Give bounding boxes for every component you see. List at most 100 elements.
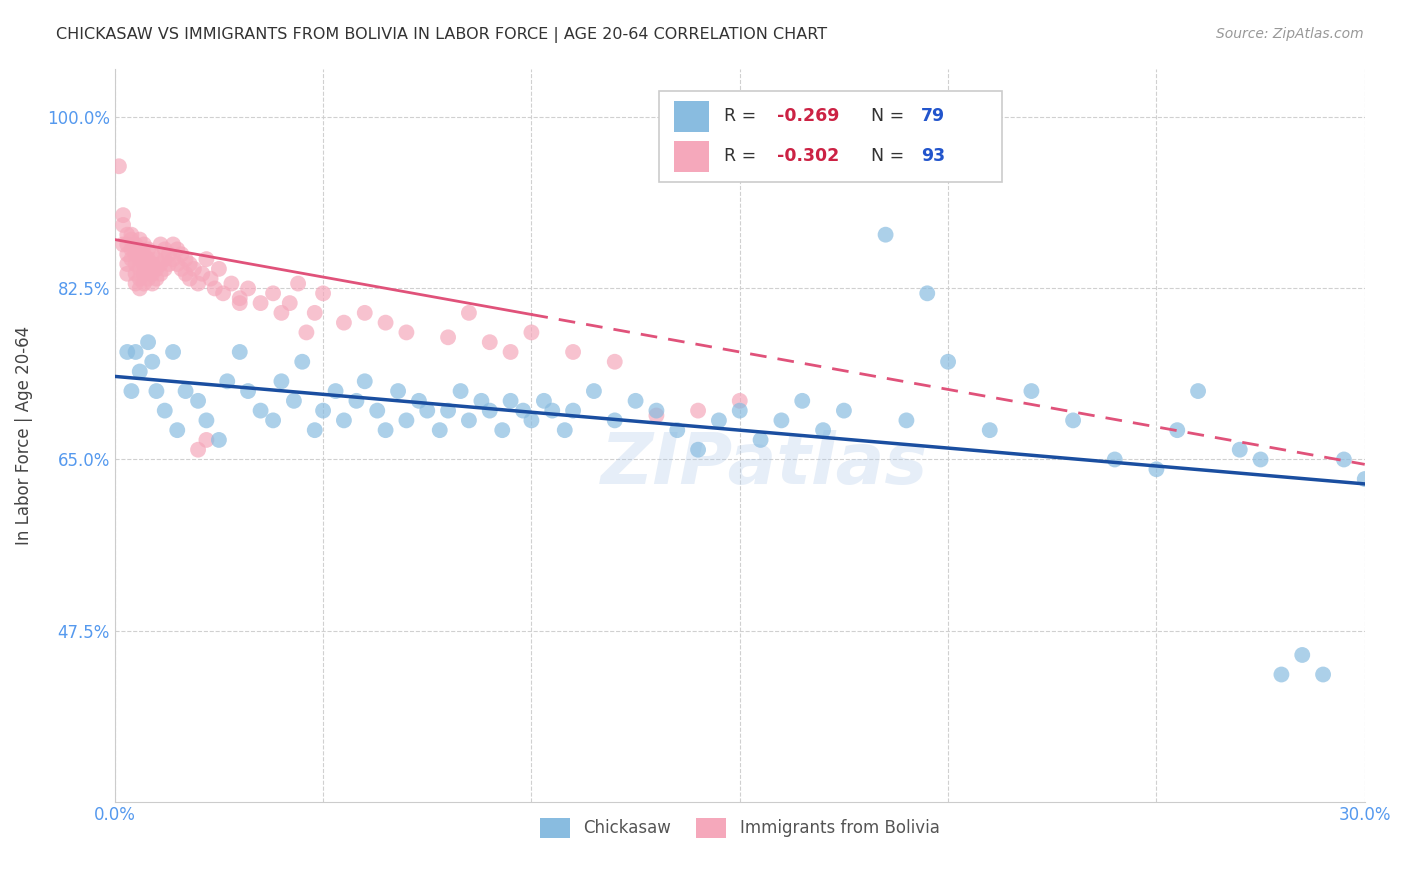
Point xyxy=(141,247,163,261)
Point xyxy=(1062,413,1084,427)
Point xyxy=(262,286,284,301)
Point xyxy=(387,384,409,398)
Point xyxy=(1270,667,1292,681)
Point xyxy=(236,281,259,295)
Point xyxy=(249,403,271,417)
Point xyxy=(145,261,167,276)
Point xyxy=(120,227,142,242)
Point xyxy=(120,252,142,266)
Point xyxy=(117,227,139,242)
Point xyxy=(533,393,555,408)
Point xyxy=(162,252,184,266)
Point xyxy=(141,267,163,281)
Point xyxy=(304,306,326,320)
Point xyxy=(270,374,292,388)
Point xyxy=(408,393,430,408)
Point xyxy=(195,252,218,266)
Point xyxy=(136,243,159,257)
Point xyxy=(416,403,439,417)
Point xyxy=(236,384,259,398)
Point xyxy=(295,326,318,340)
Text: 79: 79 xyxy=(921,107,945,125)
Point xyxy=(437,403,460,417)
Point xyxy=(249,296,271,310)
Point xyxy=(217,374,239,388)
Point xyxy=(1144,462,1167,476)
Point xyxy=(149,237,172,252)
Point xyxy=(195,413,218,427)
Point xyxy=(1333,452,1355,467)
Point xyxy=(541,403,564,417)
Point xyxy=(149,257,172,271)
Point xyxy=(429,423,451,437)
Point xyxy=(478,335,501,350)
Text: -0.302: -0.302 xyxy=(778,147,839,166)
Point xyxy=(478,403,501,417)
Point xyxy=(124,237,146,252)
Point xyxy=(112,218,135,232)
Point xyxy=(157,247,180,261)
Point xyxy=(170,261,193,276)
Point xyxy=(112,237,135,252)
Point xyxy=(325,384,347,398)
Text: ZIPatlas: ZIPatlas xyxy=(600,430,928,499)
Point xyxy=(287,277,309,291)
FancyBboxPatch shape xyxy=(658,90,1002,182)
Point xyxy=(603,355,626,369)
Point xyxy=(333,316,356,330)
Point xyxy=(915,286,938,301)
Point xyxy=(153,403,176,417)
Point xyxy=(1229,442,1251,457)
Point xyxy=(187,393,209,408)
Point xyxy=(149,267,172,281)
Point xyxy=(792,393,814,408)
Point xyxy=(166,423,188,437)
Point xyxy=(688,442,710,457)
Point xyxy=(200,271,222,285)
Point xyxy=(124,247,146,261)
Point xyxy=(157,257,180,271)
Point xyxy=(936,355,959,369)
Point xyxy=(512,403,534,417)
Text: R =: R = xyxy=(724,147,761,166)
Point xyxy=(132,257,155,271)
Point xyxy=(166,257,188,271)
Point xyxy=(120,243,142,257)
Point xyxy=(554,423,576,437)
Point xyxy=(688,403,710,417)
FancyBboxPatch shape xyxy=(673,141,709,172)
Point xyxy=(212,286,235,301)
Point xyxy=(562,403,585,417)
Point xyxy=(304,423,326,437)
Point xyxy=(141,277,163,291)
Point xyxy=(312,403,335,417)
Point xyxy=(811,423,834,437)
Point xyxy=(437,330,460,344)
Y-axis label: In Labor Force | Age 20-64: In Labor Force | Age 20-64 xyxy=(15,326,32,545)
FancyBboxPatch shape xyxy=(673,101,709,131)
Point xyxy=(120,384,142,398)
Point xyxy=(283,393,305,408)
Point xyxy=(270,306,292,320)
Point xyxy=(875,227,897,242)
Text: N =: N = xyxy=(870,147,910,166)
Point xyxy=(770,413,793,427)
Point xyxy=(128,243,150,257)
Point xyxy=(666,423,689,437)
Point xyxy=(450,384,472,398)
Point xyxy=(728,403,751,417)
Point xyxy=(187,277,209,291)
Text: CHICKASAW VS IMMIGRANTS FROM BOLIVIA IN LABOR FORCE | AGE 20-64 CORRELATION CHAR: CHICKASAW VS IMMIGRANTS FROM BOLIVIA IN … xyxy=(56,27,827,43)
Point xyxy=(132,277,155,291)
Point xyxy=(1104,452,1126,467)
Point xyxy=(124,267,146,281)
Point xyxy=(166,243,188,257)
Point xyxy=(1312,667,1334,681)
Point xyxy=(145,271,167,285)
Point xyxy=(395,326,418,340)
Point xyxy=(132,267,155,281)
Point xyxy=(520,326,543,340)
Point xyxy=(195,433,218,447)
Point xyxy=(153,243,176,257)
Text: -0.269: -0.269 xyxy=(778,107,839,125)
